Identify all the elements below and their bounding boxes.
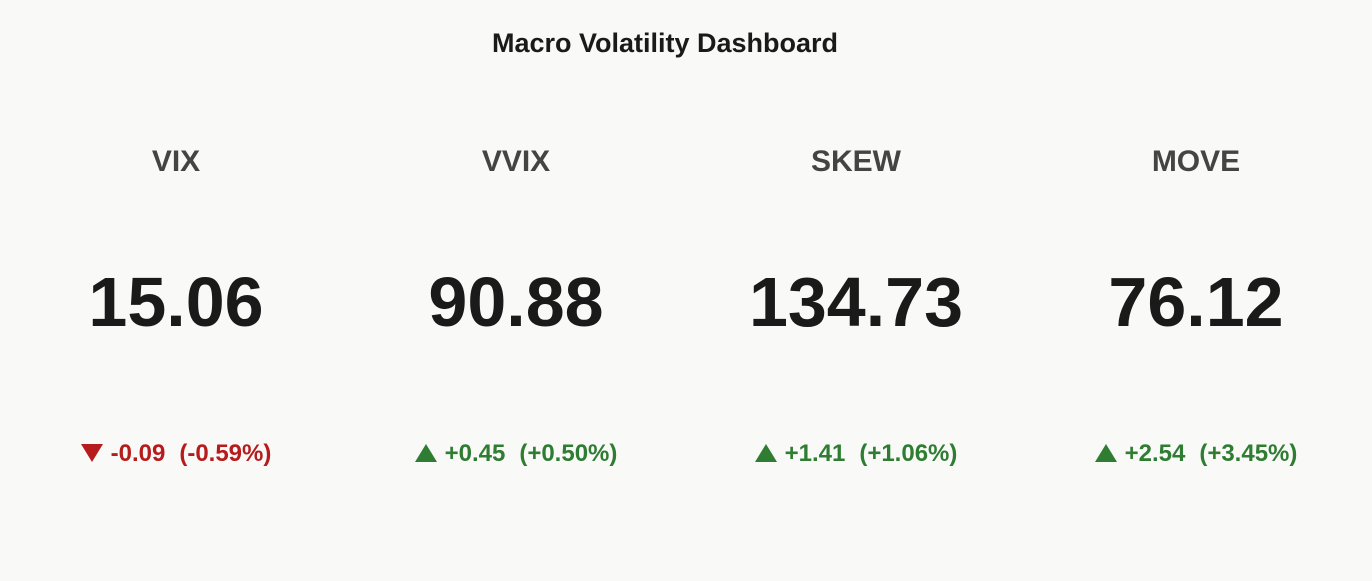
indicator-name: SKEW xyxy=(811,145,901,178)
indicator-value: 76.12 xyxy=(1108,263,1284,341)
indicator-name: MOVE xyxy=(1151,145,1241,178)
indicator-change: -0.09 (-0.59%) xyxy=(6,440,346,468)
indicator-change: +2.54 (+3.45%) xyxy=(1026,440,1366,468)
change-percent: (+3.45%) xyxy=(1199,440,1298,467)
indicator-value: 134.73 xyxy=(748,263,964,341)
indicator-value: 15.06 xyxy=(88,263,264,341)
arrow-up xyxy=(1094,444,1117,462)
change-value: -0.09 xyxy=(110,440,166,467)
arrow-up xyxy=(754,444,777,462)
indicator-name: VVIX xyxy=(481,145,551,178)
indicator-change: +0.45 (+0.50%) xyxy=(346,440,686,468)
indicator-change: +1.41 (+1.06%) xyxy=(686,440,1026,468)
change-percent: (+0.50%) xyxy=(519,440,618,467)
indicator-card: VVIX 90.88 +0.45 (+0.50%) xyxy=(346,0,686,581)
indicator-value: 90.88 xyxy=(428,263,604,341)
change-value: +1.41 xyxy=(784,440,846,467)
indicator-card: VIX 15.06 -0.09 (-0.59%) xyxy=(6,0,346,581)
arrow-up xyxy=(414,444,437,462)
change-percent: (-0.59%) xyxy=(179,440,272,467)
arrow-down xyxy=(80,444,103,462)
indicator-card: SKEW 134.73 +1.41 (+1.06%) xyxy=(686,0,1026,581)
change-percent: (+1.06%) xyxy=(859,440,958,467)
change-value: +0.45 xyxy=(444,440,506,467)
change-value: +2.54 xyxy=(1124,440,1186,467)
indicator-name: VIX xyxy=(151,145,201,178)
dashboard-title: Macro Volatility Dashboard xyxy=(491,28,839,58)
indicator-card: MOVE 76.12 +2.54 (+3.45%) xyxy=(1026,0,1366,581)
